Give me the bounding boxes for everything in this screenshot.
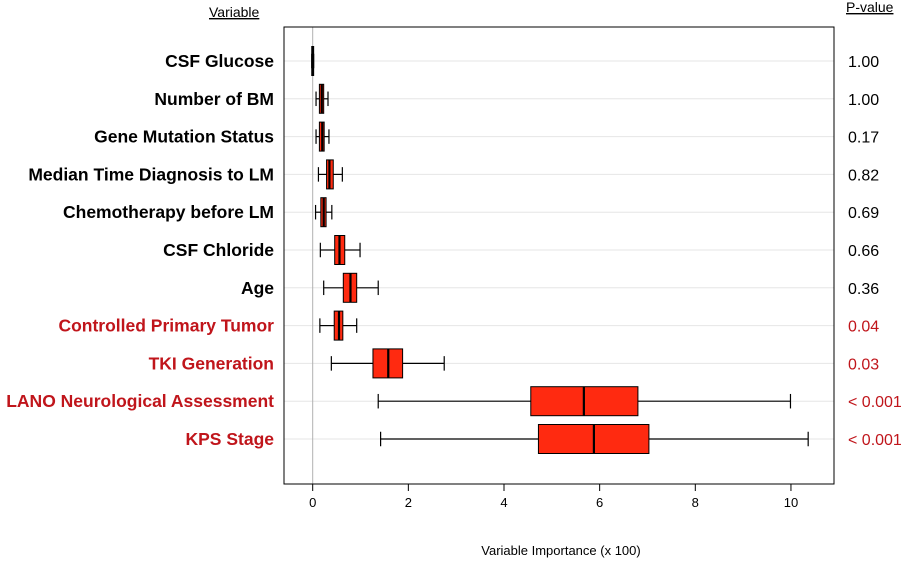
variable-label: Controlled Primary Tumor: [58, 316, 274, 336]
variable-label: LANO Neurological Assessment: [6, 391, 274, 411]
x-axis-title: Variable Importance (x 100): [481, 543, 640, 558]
variable-label: Gene Mutation Status: [94, 127, 274, 147]
x-tick-label: 0: [309, 495, 316, 510]
row-age: Age 0.36: [241, 272, 879, 303]
variable-label: CSF Chloride: [163, 240, 274, 260]
p-value-label: 0.17: [848, 130, 879, 147]
x-tick-label: 2: [405, 495, 412, 510]
p-value-label: 0.69: [848, 205, 879, 222]
row-controlled-primary-tumor: Controlled Primary Tumor 0.04: [58, 310, 879, 341]
variable-rows: CSF Glucose 1.00 Number of BM 1.00 Gene Muta…: [6, 46, 902, 454]
variable-column-header: Variable: [209, 4, 260, 20]
p-value-label: 0.03: [848, 356, 879, 373]
variable-label: Age: [241, 278, 274, 298]
row-median-time-diagnosis-to-lm: Median Time Diagnosis to LM 0.82: [28, 159, 879, 190]
row-number-of-bm: Number of BM 1.00: [154, 83, 879, 114]
row-csf-chloride: CSF Chloride 0.66: [163, 235, 879, 265]
p-value-label: 0.04: [848, 319, 879, 336]
x-axis: 0 2 4 6 8 10: [309, 484, 798, 510]
row-lano-neurological-assessment: LANO Neurological Assessment < 0.001: [6, 386, 902, 417]
p-value-label: 0.82: [848, 167, 879, 184]
pvalue-column-header: P-value: [846, 0, 894, 15]
plot-frame: [283, 26, 835, 485]
row-tki-generation: TKI Generation 0.03: [149, 348, 879, 379]
x-tick-label: 8: [692, 495, 699, 510]
grid-lines: [284, 60, 834, 440]
variable-label: CSF Glucose: [165, 51, 274, 71]
variable-label: TKI Generation: [149, 353, 274, 373]
x-tick-label: 6: [596, 495, 603, 510]
row-csf-glucose: CSF Glucose 1.00: [165, 46, 879, 76]
variable-label: Chemotherapy before LM: [63, 202, 274, 222]
p-value-label: 1.00: [848, 54, 879, 71]
p-value-label: < 0.001: [848, 394, 902, 411]
variable-label: KPS Stage: [186, 429, 275, 449]
row-gene-mutation-status: Gene Mutation Status 0.17: [94, 121, 879, 152]
row-kps-stage: KPS Stage < 0.001: [186, 424, 902, 454]
p-value-label: 0.36: [848, 281, 879, 298]
x-tick-label: 10: [784, 495, 798, 510]
p-value-label: < 0.001: [848, 432, 902, 449]
row-chemotherapy-before-lm: Chemotherapy before LM 0.69: [63, 197, 879, 228]
p-value-label: 0.66: [848, 243, 879, 260]
variable-label: Median Time Diagnosis to LM: [28, 164, 274, 184]
x-tick-label: 4: [500, 495, 507, 510]
variable-label: Number of BM: [154, 89, 274, 109]
p-value-label: 1.00: [848, 92, 879, 109]
